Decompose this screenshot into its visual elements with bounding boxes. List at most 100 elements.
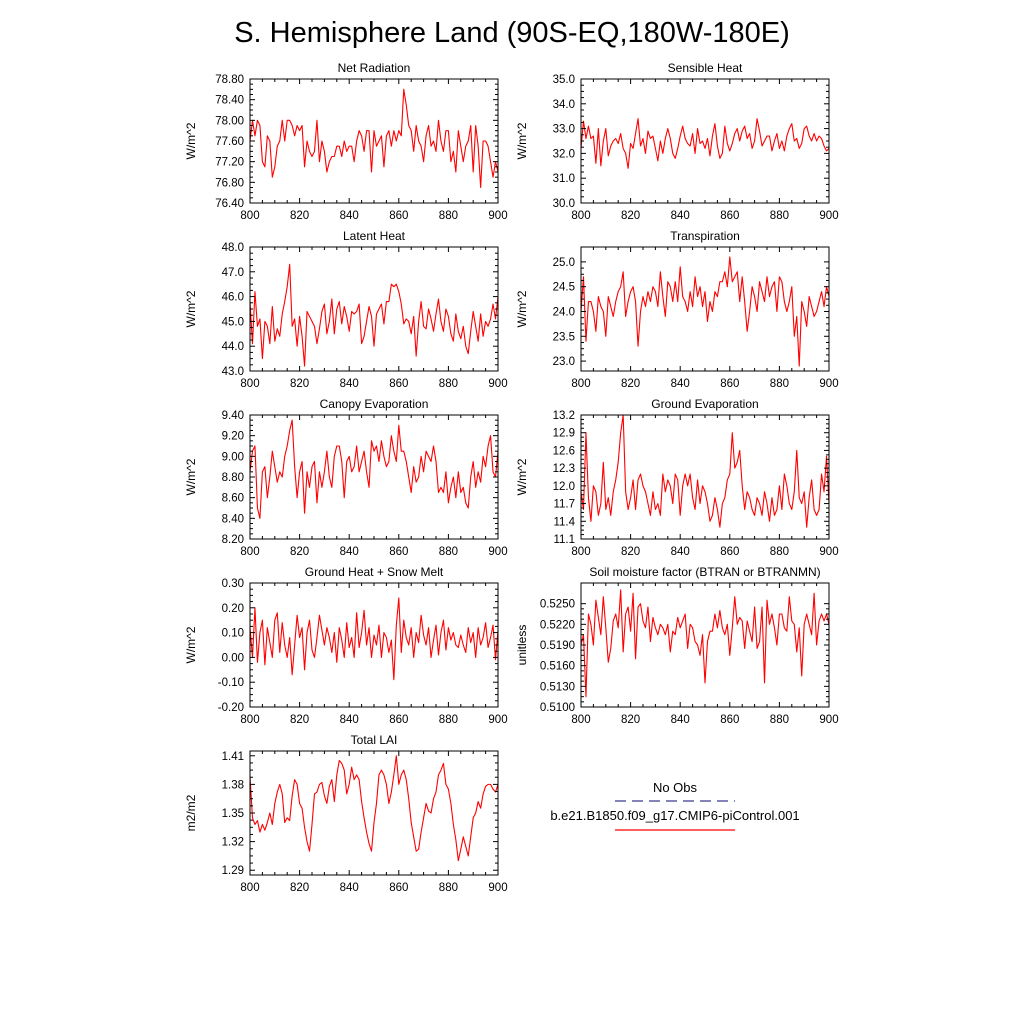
y-tick-label: 0.00 <box>222 652 244 664</box>
x-tick-label: 800 <box>240 714 259 726</box>
x-tick-label: 800 <box>240 882 259 894</box>
plot-frame <box>249 78 499 204</box>
y-axis-label: W/m^2 <box>515 458 529 495</box>
x-tick-label: 880 <box>770 714 789 726</box>
x-tick-label: 880 <box>770 378 789 390</box>
x-tick-label: 900 <box>819 378 838 390</box>
panels-group: Net Radiation 800 820 840 860 880 900 76.40 76.8… <box>184 61 839 894</box>
panel-title: Soil moisture factor (BTRAN or BTRANMN) <box>589 565 820 579</box>
series-line <box>249 597 499 681</box>
x-tick-label: 820 <box>290 210 309 222</box>
y-tick-label: 11.4 <box>553 516 575 528</box>
y-tick-label: 8.60 <box>222 493 244 505</box>
y-tick-label: 11.1 <box>553 534 575 546</box>
panel-title: Ground Evaporation <box>651 397 758 411</box>
x-tick-label: 880 <box>770 546 789 558</box>
y-tick-label: 45.0 <box>222 316 244 328</box>
y-axis-label: W/m^2 <box>184 290 198 327</box>
x-tick-label: 820 <box>290 546 309 558</box>
x-tick-label: 840 <box>671 714 690 726</box>
y-tick-label: 8.80 <box>222 472 244 484</box>
x-tick-label: 820 <box>621 546 640 558</box>
y-tick-label: 77.60 <box>215 136 244 148</box>
x-tick-label: 900 <box>819 546 838 558</box>
x-tick-label: 800 <box>240 546 259 558</box>
figure-title: S. Hemisphere Land (90S-EQ,180W-180E) <box>234 17 790 49</box>
panel-ground-evaporation: Ground Evaporation 800 820 840 860 880 900 11.1… <box>515 397 839 558</box>
panel-title: Latent Heat <box>343 229 406 243</box>
series-line <box>580 118 830 169</box>
x-tick-label: 860 <box>389 546 408 558</box>
panel-title: Total LAI <box>351 733 398 747</box>
x-tick-label: 800 <box>571 210 590 222</box>
x-tick-label: 840 <box>340 546 359 558</box>
y-tick-label: 12.9 <box>553 428 575 440</box>
plot-frame <box>249 750 499 876</box>
panel-title: Sensible Heat <box>668 61 743 75</box>
x-tick-label: 820 <box>621 714 640 726</box>
y-tick-label: -0.10 <box>218 677 244 689</box>
series-line <box>249 755 499 862</box>
y-axis-label: W/m^2 <box>515 290 529 327</box>
x-tick-label: 860 <box>389 882 408 894</box>
x-tick-label: 800 <box>240 378 259 390</box>
y-tick-label: 24.5 <box>553 282 575 294</box>
y-tick-label: 33.0 <box>553 124 575 136</box>
panel-total-lai: Total LAI 800 820 840 860 880 900 1.29 1.32 1.35 1… <box>184 733 508 894</box>
y-tick-label: 12.0 <box>553 481 575 493</box>
y-axis-label: W/m^2 <box>184 458 198 495</box>
y-tick-label: 8.20 <box>222 534 244 546</box>
y-tick-label: 47.0 <box>222 267 244 279</box>
y-tick-label: 9.20 <box>222 431 244 443</box>
series-line <box>249 88 499 189</box>
y-tick-label: 1.29 <box>222 865 244 877</box>
series-line <box>249 263 499 367</box>
x-tick-label: 820 <box>621 378 640 390</box>
y-tick-label: 0.5190 <box>540 640 575 652</box>
x-tick-label: 900 <box>488 546 507 558</box>
plot-frame <box>249 246 499 372</box>
plot-frame <box>580 414 830 540</box>
y-tick-label: 35.0 <box>553 74 575 86</box>
x-tick-label: 840 <box>671 378 690 390</box>
y-axis-label: m2/m2 <box>184 794 198 831</box>
y-tick-label: 9.40 <box>222 410 244 422</box>
panel-net-radiation: Net Radiation 800 820 840 860 880 900 76.40 76.8… <box>184 61 508 222</box>
y-tick-label: 1.35 <box>222 808 244 820</box>
plot-frame <box>580 78 830 204</box>
panel-title: Net Radiation <box>338 61 411 75</box>
x-tick-label: 860 <box>720 714 739 726</box>
y-tick-label: 76.40 <box>215 198 244 210</box>
x-tick-label: 880 <box>439 378 458 390</box>
x-tick-label: 840 <box>671 210 690 222</box>
series-line <box>580 414 830 528</box>
y-tick-label: 78.00 <box>215 115 244 127</box>
panel-latent-heat: Latent Heat 800 820 840 860 880 900 43.0 44.0 45.… <box>184 229 508 390</box>
y-tick-label: 0.10 <box>222 628 244 640</box>
y-tick-label: 32.0 <box>553 148 575 160</box>
y-tick-label: 13.2 <box>553 410 575 422</box>
y-tick-label: 25.0 <box>553 257 575 269</box>
y-tick-label: 48.0 <box>222 242 244 254</box>
y-tick-label: 76.80 <box>215 177 244 189</box>
panel-title: Canopy Evaporation <box>320 397 429 411</box>
x-tick-label: 800 <box>571 546 590 558</box>
x-tick-label: 900 <box>488 714 507 726</box>
y-tick-label: 0.5130 <box>540 681 575 693</box>
plot-frame <box>249 414 499 540</box>
y-tick-label: 43.0 <box>222 366 244 378</box>
x-tick-label: 820 <box>290 714 309 726</box>
series-line <box>249 419 499 519</box>
y-tick-label: 11.7 <box>553 499 575 511</box>
y-tick-label: 1.38 <box>222 779 244 791</box>
x-tick-label: 860 <box>720 210 739 222</box>
x-tick-label: 880 <box>770 210 789 222</box>
y-tick-label: 24.0 <box>553 306 575 318</box>
y-tick-label: 44.0 <box>222 341 244 353</box>
y-tick-label: 30.0 <box>553 198 575 210</box>
panel-title: Ground Heat + Snow Melt <box>305 565 444 579</box>
y-axis-label: W/m^2 <box>515 122 529 159</box>
y-tick-label: 46.0 <box>222 292 244 304</box>
plot-frame <box>580 246 830 372</box>
y-tick-label: 31.0 <box>553 173 575 185</box>
